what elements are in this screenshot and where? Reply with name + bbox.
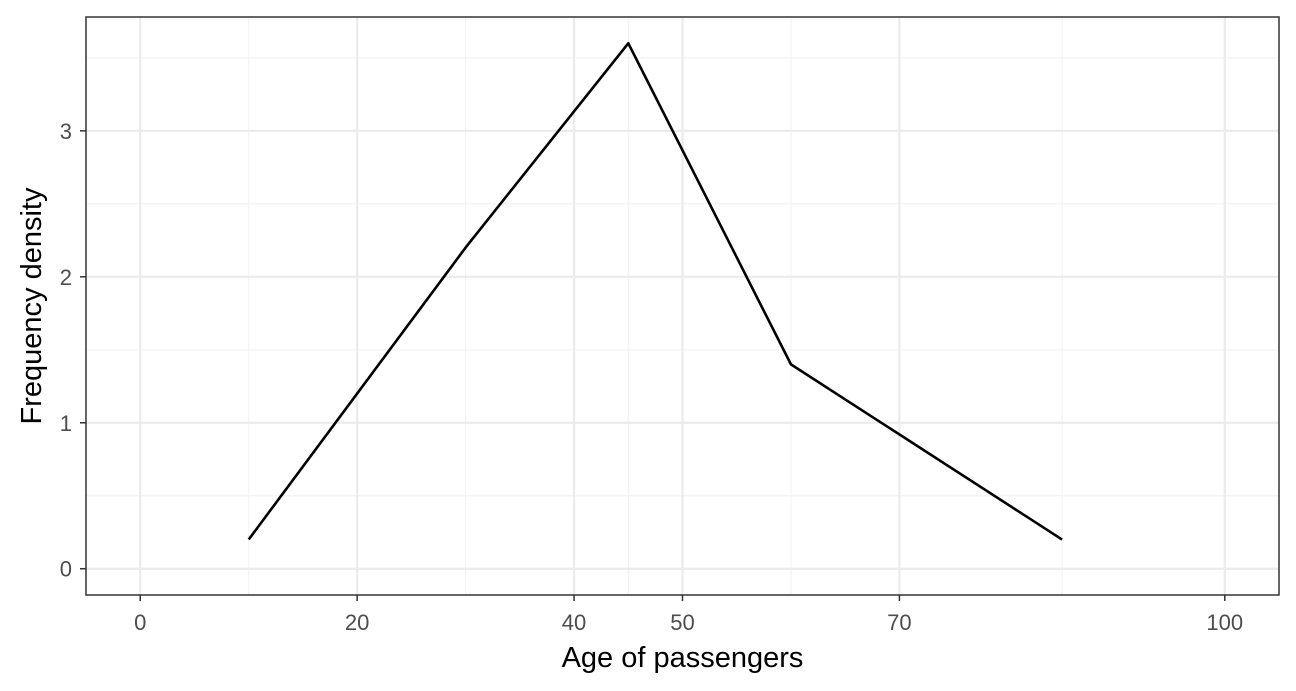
- y-axis-title: Frequency density: [16, 187, 48, 424]
- y-tick-label: 0: [60, 557, 72, 582]
- x-axis-title: Age of passengers: [562, 642, 804, 674]
- x-tick-label: 0: [134, 610, 146, 635]
- y-tick-label: 2: [60, 265, 72, 290]
- y-tick-label: 1: [60, 411, 72, 436]
- x-axis-ticks: 0 20 40 50 70 100: [134, 595, 1243, 635]
- x-tick-label: 70: [887, 610, 911, 635]
- x-tick-label: 20: [345, 610, 369, 635]
- series-layer: [247, 41, 1063, 541]
- x-tick-label: 40: [562, 610, 586, 635]
- x-tick-label: 50: [670, 610, 694, 635]
- y-axis-ticks: 0 1 2 3: [60, 119, 86, 582]
- y-tick-label: 3: [60, 119, 72, 144]
- major-gridlines: [86, 17, 1279, 595]
- series-line: [247, 41, 1063, 541]
- x-tick-label: 100: [1206, 610, 1243, 635]
